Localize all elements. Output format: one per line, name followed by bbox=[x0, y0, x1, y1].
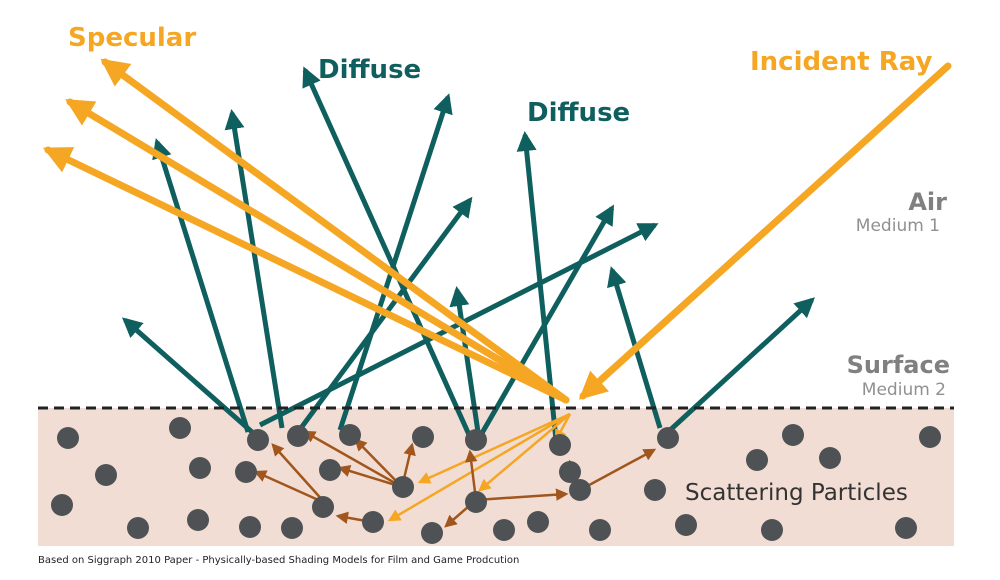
scatter-ray bbox=[271, 443, 326, 504]
scatter-ray bbox=[253, 470, 326, 505]
particle bbox=[527, 511, 549, 533]
particle bbox=[319, 459, 341, 481]
specular-label: Specular bbox=[68, 23, 196, 53]
incident-ray-label: Incident Ray bbox=[750, 47, 933, 77]
particle bbox=[819, 447, 841, 469]
particle bbox=[127, 517, 149, 539]
particle bbox=[247, 429, 269, 451]
particle bbox=[392, 476, 414, 498]
scatter-ray bbox=[579, 448, 657, 492]
incident-ray bbox=[578, 62, 952, 400]
diffuse-ray bbox=[152, 138, 251, 433]
particle bbox=[239, 516, 261, 538]
particle bbox=[569, 479, 591, 501]
particle bbox=[644, 479, 666, 501]
particle bbox=[782, 424, 804, 446]
diffuse-label: Diffuse bbox=[318, 55, 421, 85]
particle bbox=[312, 496, 334, 518]
particle bbox=[493, 519, 515, 541]
particle bbox=[895, 517, 917, 539]
medium-1-label: Medium 1 bbox=[856, 216, 940, 236]
particle bbox=[287, 425, 309, 447]
diffuse-ray bbox=[121, 317, 254, 434]
particle bbox=[281, 517, 303, 539]
particle bbox=[761, 519, 783, 541]
refracted-ray bbox=[417, 412, 571, 484]
particle bbox=[57, 427, 79, 449]
scatter-ray bbox=[337, 464, 403, 489]
particle bbox=[589, 519, 611, 541]
scatter-ray bbox=[354, 438, 403, 488]
particle bbox=[421, 522, 443, 544]
caption: Based on Siggraph 2010 Paper - Physicall… bbox=[38, 555, 519, 566]
particle bbox=[675, 514, 697, 536]
particle bbox=[51, 494, 73, 516]
diffuse-rays bbox=[121, 66, 815, 442]
medium-2-label: Medium 2 bbox=[862, 380, 946, 400]
particle bbox=[657, 427, 679, 449]
specular-ray bbox=[100, 58, 570, 404]
scatter-ray bbox=[302, 430, 403, 489]
scattering-particles-label: Scattering Particles bbox=[685, 480, 908, 506]
diffuse-ray bbox=[302, 66, 473, 439]
particle bbox=[235, 461, 257, 483]
particle bbox=[919, 426, 941, 448]
specular-rays bbox=[42, 58, 570, 404]
particle bbox=[559, 461, 581, 483]
particle bbox=[339, 424, 361, 446]
specular-ray bbox=[65, 98, 570, 404]
particle bbox=[187, 509, 209, 531]
specular-ray bbox=[42, 146, 570, 404]
scattering-particles bbox=[51, 417, 941, 544]
particle bbox=[362, 511, 384, 533]
particle bbox=[412, 426, 434, 448]
particle bbox=[169, 417, 191, 439]
diffuse-ray bbox=[666, 297, 815, 434]
particle bbox=[95, 464, 117, 486]
particle bbox=[189, 457, 211, 479]
particle bbox=[549, 434, 571, 456]
particle bbox=[746, 449, 768, 471]
refracted-ray bbox=[478, 413, 571, 492]
air-label: Air bbox=[908, 188, 947, 216]
scatter-ray bbox=[475, 488, 569, 502]
surface-label: Surface bbox=[847, 351, 950, 379]
diffuse-label: Diffuse bbox=[527, 98, 630, 128]
particle bbox=[465, 429, 487, 451]
refracted-rays bbox=[387, 412, 572, 522]
particle bbox=[465, 491, 487, 513]
refracted-ray bbox=[387, 412, 571, 522]
